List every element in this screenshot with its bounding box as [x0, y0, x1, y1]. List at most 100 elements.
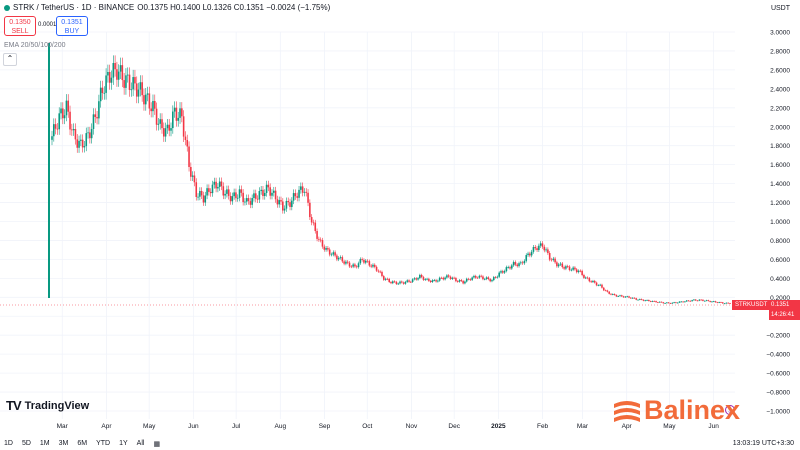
- candle-body: [352, 264, 354, 267]
- candle-body: [422, 277, 425, 280]
- symbol-title[interactable]: STRK / TetherUS · 1D · BINANCE: [13, 3, 135, 12]
- indicator-legend[interactable]: EMA 20/50/100/200: [4, 42, 66, 49]
- candle-body: [563, 267, 565, 269]
- candle-body: [413, 278, 416, 280]
- candle-body: [285, 200, 288, 209]
- candle-body: [65, 100, 68, 116]
- tradingview-logo: TV TradingView: [6, 398, 89, 413]
- candle-body: [372, 264, 374, 267]
- candle-body: [482, 276, 484, 280]
- candle-body: [406, 280, 409, 282]
- candle-body: [658, 301, 661, 303]
- candle-body: [312, 222, 315, 224]
- candle-body: [689, 300, 692, 302]
- timeframe-all[interactable]: All: [136, 440, 145, 447]
- spread-value: 0.0001: [38, 22, 57, 28]
- candle-body: [186, 140, 189, 147]
- candle-body: [318, 238, 320, 240]
- candle-body: [635, 298, 638, 300]
- candle-body: [520, 262, 522, 264]
- candle-body: [687, 300, 690, 302]
- candle-body: [655, 301, 657, 303]
- candle-body: [709, 301, 711, 302]
- candle-body: [125, 75, 127, 88]
- candle-body: [327, 248, 329, 250]
- y-tick-label: 3.0000: [770, 30, 790, 37]
- candle-body: [523, 260, 526, 264]
- candle-body: [725, 302, 728, 304]
- y-tick-label: 2.4000: [770, 86, 790, 93]
- timeframe-1m[interactable]: 1M: [39, 440, 50, 447]
- candle-body: [514, 262, 517, 265]
- chevron-up-icon[interactable]: ⌃: [3, 53, 17, 66]
- calendar-icon[interactable]: ▦: [153, 441, 161, 448]
- candle-body: [476, 277, 479, 279]
- candle-body: [417, 278, 419, 280]
- candle-body: [56, 128, 59, 130]
- y-tick-label: −0.2000: [766, 333, 790, 340]
- sell-button[interactable]: 0.1350 SELL: [4, 16, 36, 36]
- buy-button[interactable]: 0.1351 BUY: [56, 16, 88, 36]
- candle-body: [550, 259, 553, 261]
- candle-body: [159, 119, 161, 124]
- timeframe-1d[interactable]: 1D: [4, 440, 13, 447]
- candle-body: [660, 301, 663, 303]
- candle-body: [410, 281, 412, 283]
- candle-body: [337, 257, 340, 260]
- current-price: 0.1351: [771, 302, 790, 308]
- candle-body: [357, 263, 360, 268]
- candle-body: [465, 278, 468, 282]
- y-tick-label: −0.8000: [766, 390, 790, 397]
- candle-body: [637, 299, 639, 301]
- clock-readout[interactable]: 13:03:19 UTC+3:30: [732, 440, 794, 447]
- tradingview-mark-icon: TV: [6, 398, 22, 413]
- candle-body: [258, 191, 261, 200]
- candle-body: [595, 282, 598, 286]
- event-marker-icon[interactable]: [725, 405, 735, 415]
- timeframe-ytd[interactable]: YTD: [96, 440, 111, 447]
- candle-body: [509, 267, 511, 269]
- currency-label[interactable]: USDT: [770, 5, 790, 12]
- timeframe-3m[interactable]: 3M: [58, 440, 69, 447]
- candle-body: [711, 301, 713, 303]
- candle-body: [121, 65, 124, 81]
- timeframe-1y[interactable]: 1Y: [119, 440, 128, 447]
- candle-body: [462, 280, 464, 284]
- candle-body: [648, 300, 650, 302]
- candle-body: [74, 129, 77, 140]
- y-tick-label: 1.6000: [770, 162, 790, 169]
- candle-body: [698, 299, 701, 301]
- candle-body: [438, 277, 441, 281]
- candle-body: [429, 280, 432, 283]
- timeframe-5d[interactable]: 5D: [21, 440, 31, 447]
- x-tick-label: May: [143, 423, 156, 430]
- candle-body: [150, 108, 152, 112]
- candle-body: [289, 202, 291, 207]
- candle-body: [314, 222, 317, 232]
- candle-body: [534, 247, 537, 249]
- candle-body: [134, 77, 136, 84]
- timeframe-6m[interactable]: 6M: [77, 440, 88, 447]
- candle-body: [260, 189, 262, 192]
- candle-body: [723, 303, 726, 305]
- candle-body: [132, 77, 134, 90]
- candle-body: [419, 274, 421, 279]
- candle-body: [487, 277, 490, 280]
- candle-body: [676, 302, 679, 304]
- candle-body: [426, 278, 428, 280]
- y-tick-label: 1.0000: [770, 219, 790, 226]
- x-tick-label: Feb: [537, 423, 549, 430]
- x-tick-label: Jul: [232, 423, 241, 430]
- candle-body: [449, 276, 452, 279]
- candle-body: [137, 89, 140, 97]
- candle-body: [245, 198, 248, 202]
- candle-body: [67, 100, 70, 112]
- candle-body: [684, 301, 686, 303]
- x-tick-label: Dec: [448, 423, 460, 430]
- candle-body: [718, 302, 720, 303]
- candle-body: [572, 267, 574, 270]
- y-tick-label: −0.6000: [766, 371, 790, 378]
- candle-body: [226, 189, 228, 194]
- candle-body: [218, 181, 221, 187]
